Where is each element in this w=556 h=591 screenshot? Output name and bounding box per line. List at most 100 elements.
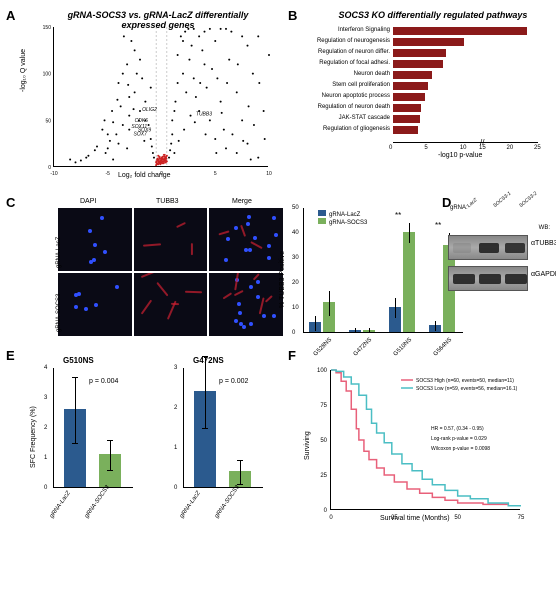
bar xyxy=(403,232,415,332)
svg-text:0: 0 xyxy=(329,515,333,521)
wb-header: WB: xyxy=(539,225,550,231)
pathway-bar xyxy=(393,115,420,123)
svg-text:HR = 0.57, (0.34 - 0.95): HR = 0.57, (0.34 - 0.95) xyxy=(431,426,484,432)
svg-text:Log-rank p-value = 0.029: Log-rank p-value = 0.029 xyxy=(431,436,487,442)
svg-text:SOCS3 High (n=60, events=50, m: SOCS3 High (n=60, events=50, median=11) xyxy=(416,378,514,384)
pathway-bar xyxy=(393,71,432,79)
pathway-bar xyxy=(393,27,527,35)
grna-header: gRNA: xyxy=(450,205,468,211)
panel-b-xlabel: -log10 p-value xyxy=(438,152,482,159)
pvalue: p = 0.004 xyxy=(89,378,118,385)
panel-d-blots xyxy=(448,235,528,297)
pathway-label: JAK-STAT cascade xyxy=(300,115,390,121)
band xyxy=(505,274,527,284)
pathway-label: Regulation of neuron death xyxy=(300,104,390,110)
pathway-bar xyxy=(393,38,464,46)
band xyxy=(479,274,501,284)
pathway-label: Regulation of focal adhesi. xyxy=(300,60,390,66)
pathway-label: Neuron death xyxy=(300,71,390,77)
legend-item: gRNA-LacZ xyxy=(318,210,367,218)
svg-text:OLIG2: OLIG2 xyxy=(142,107,157,113)
micrograph xyxy=(58,273,132,336)
panel-f-xlabel: Survival time (Months) xyxy=(380,515,450,522)
panel-d-lanes: LacZSOCS3-1SOCS3-2 xyxy=(470,203,548,209)
ab-tubb3: αTUBB3 xyxy=(531,240,556,247)
svg-text:25: 25 xyxy=(320,473,327,479)
pathway-bar xyxy=(393,104,421,112)
panel-a-ylabel: -log₁₀ Q value xyxy=(20,49,27,92)
svg-text:100: 100 xyxy=(317,368,328,374)
panel-d: gRNA: LacZSOCS3-1SOCS3-2 WB: αTUBB3 αGAP… xyxy=(448,205,548,325)
panel-f: 02550750255075100SOCS3 High (n=60, event… xyxy=(300,360,530,550)
svg-text:0: 0 xyxy=(48,165,51,171)
svg-text:TUBB3: TUBB3 xyxy=(196,112,212,118)
panel-e: G510NS01234p = 0.004gRNA-LacZgRNA-SOCS3S… xyxy=(18,350,278,550)
band xyxy=(479,243,499,253)
x-label: gRNA-SOCS3 xyxy=(84,485,111,520)
panel-c-bar-plot: 01020304050% TUBB3 PositiveG528NSG472NS*… xyxy=(303,208,463,333)
panel-b-title: SOCS3 KO differentially regulated pathwa… xyxy=(328,10,538,20)
blot-tubb3 xyxy=(448,235,528,260)
pathway-label: Regulation of neuron differ. xyxy=(300,49,390,55)
panel-f-svg: 02550750255075100SOCS3 High (n=60, event… xyxy=(331,370,521,510)
panel-b: SOCS3 KO differentially regulated pathwa… xyxy=(298,12,543,167)
panel-e-label: E xyxy=(6,348,15,363)
pathway-label: Stem cell proliferation xyxy=(300,82,390,88)
micrograph xyxy=(134,208,208,271)
pathway-label: Regulation of neurogenesis xyxy=(300,38,390,44)
svg-text:100: 100 xyxy=(43,72,52,78)
micrograph xyxy=(209,208,283,271)
band xyxy=(505,243,525,253)
svg-text:50: 50 xyxy=(45,118,51,124)
row-label: gRNA-SOCS3 xyxy=(56,294,62,332)
legend-item: gRNA-SOCS3 xyxy=(318,218,367,226)
band xyxy=(453,243,471,253)
pathway-bar xyxy=(393,93,425,101)
panel-a-xlabel: Log₂ fold change xyxy=(118,172,171,179)
panel-c-legend: gRNA-LacZgRNA-SOCS3 xyxy=(318,210,367,226)
e-ylabel: SFC Frequency (%) xyxy=(30,406,37,468)
panel-c-image-grid xyxy=(58,208,283,336)
panel-b-bars: 0510152025// xyxy=(393,27,538,147)
panel-a-plot: OLIG2CDK6SOX11SOX9SOX7TUBB3-10-505100501… xyxy=(53,27,268,167)
e-title: G472NS xyxy=(193,356,224,365)
e-title: G510NS xyxy=(63,356,94,365)
svg-text:10: 10 xyxy=(266,171,272,177)
svg-text:SOCS3 Low (n=59, events=56, me: SOCS3 Low (n=59, events=56, median=16.1) xyxy=(416,386,518,392)
panel-f-plot: 02550750255075100SOCS3 High (n=60, event… xyxy=(330,370,520,510)
svg-text:50: 50 xyxy=(320,438,327,444)
svg-text:SOX7: SOX7 xyxy=(134,131,148,137)
x-label: gRNA-LacZ xyxy=(179,490,202,519)
panel-a: gRNA-SOCS3 vs. gRNA-LacZ differentially … xyxy=(18,12,278,187)
col-label: Merge xyxy=(232,198,252,205)
panel-b-label: B xyxy=(288,8,297,23)
row-label: gRNA-LacZ xyxy=(56,237,62,268)
ab-gapdh: αGAPDH xyxy=(531,271,556,278)
col-label: DAPI xyxy=(80,198,96,205)
x-label: gRNA-SOCS3 xyxy=(214,485,241,520)
pathway-bar xyxy=(393,126,418,134)
panel-a-svg: OLIG2CDK6SOX11SOX9SOX7TUBB3-10-505100501… xyxy=(54,27,269,167)
pathway-bar xyxy=(393,60,443,68)
svg-text:-10: -10 xyxy=(50,171,57,177)
panel-f-label: F xyxy=(288,348,296,363)
x-label: gRNA-LacZ xyxy=(49,490,72,519)
panel-c-label: C xyxy=(6,195,15,210)
pathway-bar xyxy=(393,49,446,57)
svg-text:150: 150 xyxy=(43,25,52,31)
micrograph xyxy=(209,273,283,336)
panel-a-label: A xyxy=(6,8,15,23)
pathway-bar xyxy=(393,82,428,90)
svg-text:75: 75 xyxy=(320,403,327,409)
svg-text:75: 75 xyxy=(518,515,525,521)
band xyxy=(453,274,475,284)
svg-text:50: 50 xyxy=(454,515,461,521)
svg-text:0: 0 xyxy=(324,508,328,514)
pathway-label: Regulation of gliogenesis xyxy=(300,126,390,132)
pvalue: p = 0.002 xyxy=(219,378,248,385)
svg-text:-5: -5 xyxy=(106,171,111,177)
blot-gapdh xyxy=(448,266,528,291)
pathway-label: Interferon Signaling xyxy=(300,27,390,33)
micrograph xyxy=(134,273,208,336)
micrograph xyxy=(58,208,132,271)
